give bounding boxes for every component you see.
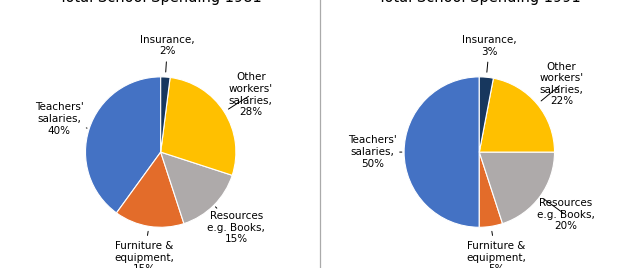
Wedge shape — [161, 77, 236, 175]
Wedge shape — [86, 77, 161, 213]
Wedge shape — [479, 152, 554, 224]
Wedge shape — [479, 152, 502, 227]
Title: Total School Spending 1991: Total School Spending 1991 — [378, 0, 580, 5]
Wedge shape — [479, 78, 554, 152]
Text: Other
workers'
salaries,
28%: Other workers' salaries, 28% — [228, 72, 273, 117]
Wedge shape — [479, 77, 493, 152]
Text: Resources
e.g. Books,
20%: Resources e.g. Books, 20% — [537, 198, 595, 232]
Text: Teachers'
salaries,
50%: Teachers' salaries, 50% — [348, 136, 402, 169]
Text: Furniture &
equipment,
5%: Furniture & equipment, 5% — [466, 231, 526, 268]
Text: Insurance,
2%: Insurance, 2% — [140, 35, 195, 72]
Wedge shape — [116, 152, 184, 227]
Title: Total School Spending 1981: Total School Spending 1981 — [60, 0, 262, 5]
Text: Insurance,
3%: Insurance, 3% — [462, 35, 516, 72]
Text: Other
workers'
salaries,
22%: Other workers' salaries, 22% — [540, 62, 584, 106]
Wedge shape — [404, 77, 479, 227]
Text: Furniture &
equipment,
15%: Furniture & equipment, 15% — [114, 231, 174, 268]
Text: Resources
e.g. Books,
15%: Resources e.g. Books, 15% — [207, 207, 265, 244]
Text: Teachers'
salaries,
40%: Teachers' salaries, 40% — [35, 102, 87, 136]
Wedge shape — [161, 77, 170, 152]
Wedge shape — [161, 152, 232, 224]
